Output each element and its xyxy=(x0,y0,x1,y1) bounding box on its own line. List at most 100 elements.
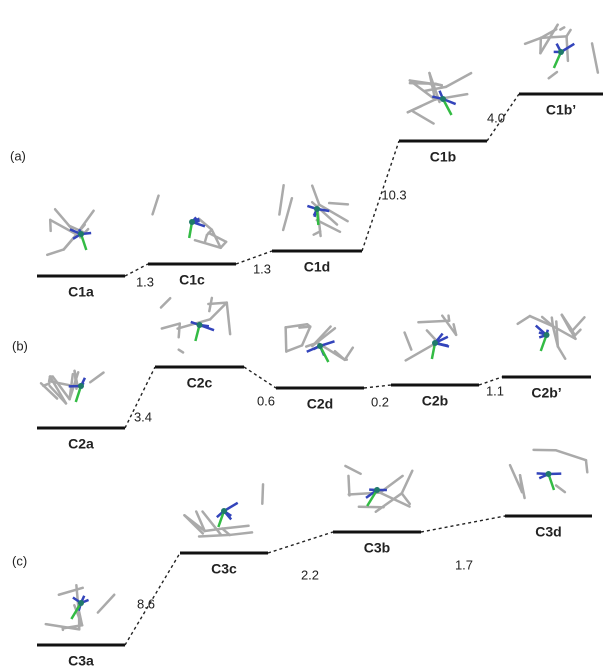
bond xyxy=(329,203,348,204)
metal xyxy=(440,96,446,102)
connector xyxy=(364,385,391,388)
bond xyxy=(572,317,584,330)
level-label: C3c xyxy=(211,561,237,577)
bond xyxy=(575,330,580,336)
level-label: C1c xyxy=(179,272,205,288)
bond xyxy=(286,327,287,351)
bond xyxy=(59,588,83,595)
energy-diagram: (a)C1aC1cC1dC1bC1b’1.31.310.34.0(b)C2aC2… xyxy=(0,0,608,668)
level-label: C1b’ xyxy=(546,102,576,118)
molecule xyxy=(279,185,348,236)
bond xyxy=(90,373,103,383)
bond xyxy=(262,484,263,503)
step-energy: 1.3 xyxy=(136,274,154,289)
level-label: C3b xyxy=(364,540,390,556)
bond xyxy=(560,27,564,29)
bond xyxy=(418,321,449,323)
metal xyxy=(78,231,84,237)
molecule xyxy=(41,371,104,404)
level-label: C2b xyxy=(422,393,448,409)
bond xyxy=(562,315,573,331)
metal xyxy=(78,383,84,389)
level-label: C2a xyxy=(68,436,94,452)
step-energy: 1.1 xyxy=(486,383,504,398)
bond xyxy=(179,324,180,338)
bond xyxy=(405,333,412,350)
molecule xyxy=(47,209,93,255)
molecule xyxy=(345,466,412,512)
connector xyxy=(421,516,505,532)
molecule xyxy=(286,324,353,362)
bond xyxy=(288,345,302,351)
bond xyxy=(525,38,541,44)
connector xyxy=(244,367,276,388)
bond xyxy=(205,529,222,531)
step-energy: 1.7 xyxy=(455,557,473,572)
molecule xyxy=(408,73,471,124)
metal xyxy=(221,508,227,514)
panel-label: (c) xyxy=(12,553,27,568)
bond xyxy=(283,198,292,230)
bond xyxy=(222,526,248,529)
level-label: C1d xyxy=(304,259,330,275)
step-energy: 3.4 xyxy=(134,409,152,424)
level-label: C1a xyxy=(68,284,94,300)
bond xyxy=(199,535,230,537)
step-energy: 2.2 xyxy=(301,567,319,582)
molecule xyxy=(510,450,587,498)
bond xyxy=(567,30,571,36)
step-energy: 0.6 xyxy=(257,393,275,408)
metal xyxy=(314,206,320,212)
molecule xyxy=(518,315,585,359)
bond xyxy=(208,303,226,304)
bond xyxy=(413,112,433,124)
metal xyxy=(374,487,380,493)
level-label: C3a xyxy=(68,653,94,668)
level-label: C2c xyxy=(187,375,213,391)
bond xyxy=(446,73,471,87)
step-energy: 4.0 xyxy=(487,110,505,125)
level-label: C1b xyxy=(430,149,456,165)
bond xyxy=(153,196,159,215)
bond xyxy=(205,235,207,242)
connector xyxy=(268,532,333,553)
molecule xyxy=(161,298,230,352)
step-energy: 8.6 xyxy=(137,596,155,611)
bond xyxy=(556,321,558,346)
bond xyxy=(345,466,360,474)
bond xyxy=(586,460,587,472)
metal xyxy=(544,332,550,338)
molecule xyxy=(153,196,227,248)
molecule xyxy=(184,484,263,536)
bond xyxy=(227,303,230,334)
bond xyxy=(302,327,310,346)
molecule xyxy=(525,25,598,79)
level-label: C2d xyxy=(307,396,333,412)
panel-label: (a) xyxy=(10,148,26,163)
molecule xyxy=(46,585,114,630)
metal xyxy=(78,600,84,606)
bond xyxy=(592,43,598,72)
level-label: C3d xyxy=(535,524,561,540)
level-label: C2b’ xyxy=(531,385,561,401)
panel-label: (b) xyxy=(12,338,28,353)
bond xyxy=(279,185,283,214)
bond xyxy=(161,298,170,307)
bond xyxy=(348,476,349,496)
metal xyxy=(558,49,564,55)
step-energy: 1.3 xyxy=(253,261,271,276)
step-energy: 0.2 xyxy=(371,394,389,409)
bond xyxy=(518,316,530,324)
bond xyxy=(345,348,353,360)
bond xyxy=(98,595,114,613)
bond xyxy=(556,450,586,460)
bond xyxy=(47,249,63,254)
bond xyxy=(549,72,557,78)
bond xyxy=(210,303,227,320)
metal xyxy=(432,340,438,346)
metal xyxy=(189,219,195,225)
metal xyxy=(197,322,203,328)
bond xyxy=(402,471,413,494)
bond xyxy=(558,346,565,358)
molecule xyxy=(405,316,456,361)
